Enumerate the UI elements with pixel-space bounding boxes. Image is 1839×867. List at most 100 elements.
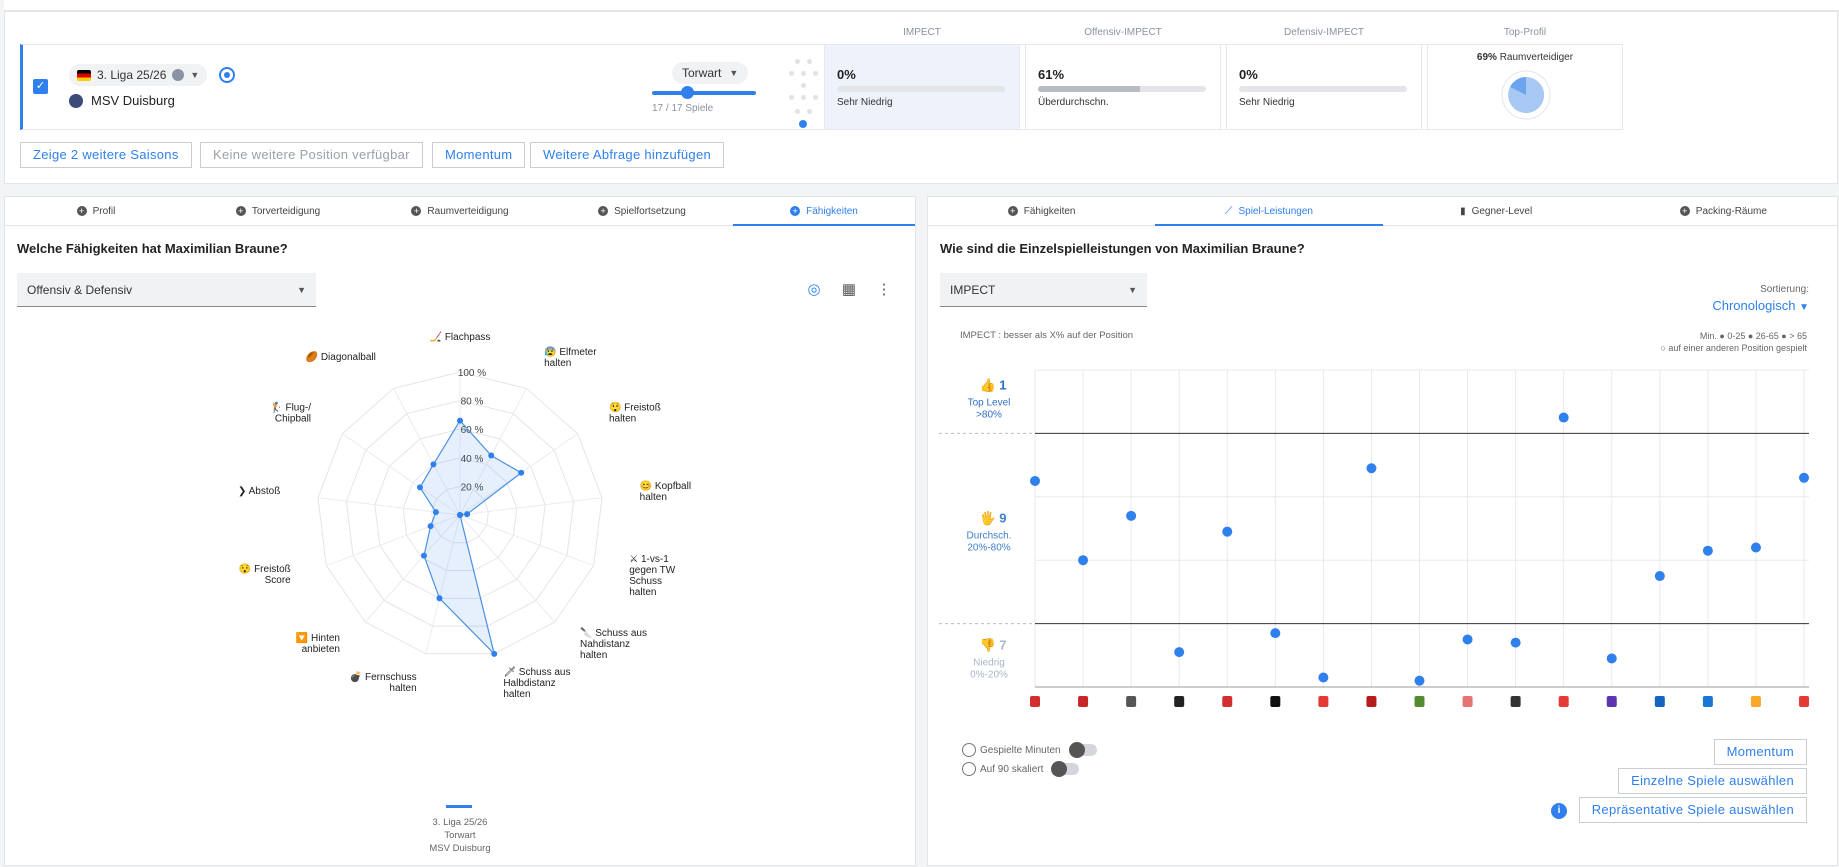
radar-axis-label: 😯 Freistoß Score (239, 563, 291, 586)
chevron-down-icon: ▼ (190, 70, 200, 80)
metric-card-defensive[interactable]: 0% Sehr Niedrig (1226, 44, 1422, 130)
chevron-down-icon: ▼ (1128, 285, 1137, 295)
sort-select[interactable]: Chronologisch ▼ (1712, 298, 1809, 313)
metric-select[interactable]: IMPECT ▼ (940, 273, 1147, 307)
select-value: Offensiv & Defensiv (27, 283, 133, 297)
game-point (1222, 526, 1233, 537)
tab-spielfortsetzung[interactable]: + Spielfortsetzung (551, 197, 733, 225)
position-dot (807, 109, 812, 114)
position-dot (799, 120, 807, 128)
info-icon[interactable]: i (1551, 803, 1567, 819)
radar-axis-label: 🏒 Flachpass (430, 331, 491, 343)
select-value: IMPECT (950, 283, 996, 297)
game-point (1654, 571, 1665, 582)
opponent-logo-icon (1510, 696, 1521, 707)
position-dot (807, 59, 812, 64)
tab-packing-raeume[interactable]: + Packing-Räume (1610, 197, 1837, 225)
momentum-button[interactable]: Momentum (1713, 739, 1807, 765)
minutes-toggle[interactable] (1068, 742, 1097, 758)
radar-spoke (459, 388, 527, 516)
zone-count: 👎 7 (979, 637, 1006, 652)
club-crest-icon (69, 93, 83, 108)
radar-spoke (425, 514, 461, 654)
radar-point (436, 595, 443, 602)
chevron-down-icon: ▼ (729, 68, 739, 78)
scaled-toggle[interactable] (1051, 761, 1080, 777)
radio-selected-icon[interactable] (219, 67, 235, 83)
skills-radar-chart: 20 % 40 % 60 % 80 % 100 % 🏒 Flachpass 😰 Elfmet… (238, 331, 691, 700)
radar-point (427, 523, 434, 530)
tab-faehigkeiten[interactable]: + Fähigkeiten (733, 197, 915, 226)
minutes-toggle-row[interactable]: Gespielte Minuten (962, 742, 1097, 758)
toggle-label: Gespielte Minuten (980, 744, 1061, 756)
metric-card-profile[interactable]: 69% Raumverteidiger (1427, 44, 1623, 130)
game-point (1750, 542, 1761, 553)
left-tabs: + Profil + Torverteidigung + Raumverteidigu… (5, 197, 915, 226)
radar-axis-label: 😰 Elfmeter halten (544, 346, 597, 369)
game-point (1318, 672, 1329, 683)
momentum-button[interactable]: Momentum (432, 142, 526, 168)
skill-category-select[interactable]: Offensiv & Defensiv ▼ (17, 273, 316, 307)
tab-spiel-leistungen[interactable]: ⟋ Spiel-Leistungen (1155, 197, 1383, 226)
games-slider-handle[interactable] (681, 86, 694, 99)
select-single-games-button[interactable]: Einzelne Spiele auswählen (1618, 768, 1807, 794)
add-query-button[interactable]: Weitere Abfrage hinzufügen (530, 142, 725, 168)
table-view-icon[interactable]: ▦ (841, 281, 857, 298)
minutes-legend: Min. ● 0-25 ● 26-65 ● > 65 ○ auf einer a… (1660, 331, 1807, 353)
metric-head-impect: IMPECT (903, 27, 941, 38)
opponent-logo-icon (1750, 696, 1761, 707)
metric-card-impect[interactable]: 0% Sehr Niedrig (824, 44, 1020, 130)
radar-point (464, 511, 471, 518)
opponent-logo-icon (1270, 696, 1281, 707)
metric-card-offensive[interactable]: 61% Überdurchschn. (1025, 44, 1221, 130)
radar-point (488, 452, 495, 459)
radar-axis-label: 🏉 Diagonalball (305, 350, 376, 363)
impect-note: IMPECT : besser als X% auf der Position (960, 330, 1134, 341)
opponent-logo-icon (1606, 696, 1617, 707)
bar-chart-icon: ▮ (1460, 205, 1466, 217)
metric-head-profile: Top-Profil (1503, 27, 1547, 38)
profile-radar-icon (1501, 70, 1551, 120)
radar-spoke (459, 497, 603, 516)
no-position-button: Keine weitere Position verfügbar (200, 142, 423, 168)
more-vert-icon[interactable]: ⋮ (876, 281, 892, 298)
metric-level: Überdurchschn. (1038, 97, 1109, 108)
radar-series-area (419, 419, 523, 656)
radar-spoke (342, 433, 461, 516)
scaled-toggle-row[interactable]: Auf 90 skaliert (962, 761, 1080, 777)
tab-raumverteidigung[interactable]: + Raumverteidigung (369, 197, 551, 225)
query-checkbox[interactable]: ✓ (33, 79, 48, 94)
games-slider-track[interactable] (652, 91, 756, 95)
tab-profil[interactable]: + Profil (5, 197, 187, 225)
sort-label: Sortierung: (1760, 284, 1809, 295)
tab-torverteidigung[interactable]: + Torverteidigung (187, 197, 369, 225)
position-label: Torwart (682, 66, 722, 80)
top-strip (4, 0, 1839, 11)
stopwatch-icon (962, 743, 976, 757)
select-representative-games-button[interactable]: Repräsentative Spiele auswählen (1578, 797, 1807, 823)
radar-view-icon[interactable]: ◎ (807, 281, 821, 298)
game-point (1799, 472, 1809, 483)
league-select[interactable]: 3. Liga 25/26 ▼ (69, 64, 208, 86)
radar-tick-label: 20 % (461, 482, 484, 493)
opponent-logo-icon (1799, 696, 1809, 707)
metric-level: Sehr Niedrig (1239, 97, 1295, 108)
radar-axis-label: 🔪 Schuss aus Nahdistanz halten (580, 626, 647, 661)
opponent-logo-icon (1318, 696, 1329, 707)
legend-text: 3. Liga 25/26 Torwart MSV Duisburg (429, 817, 491, 854)
radar-axis-label: 😲 Freistoß halten (609, 402, 661, 425)
zone-label: Niedrig 0%-20% (970, 657, 1008, 680)
game-point (1366, 463, 1377, 474)
radar-spoke (459, 514, 594, 567)
position-dot (789, 95, 794, 100)
opponent-logo-icon (1414, 696, 1425, 707)
tab-gegner-level[interactable]: ▮ Gegner-Level (1460, 205, 1533, 217)
tab-faehigkeiten[interactable]: + Fähigkeiten (928, 197, 1155, 225)
club-name: MSV Duisburg (69, 93, 175, 108)
show-more-seasons-button[interactable]: Zeige 2 weitere Saisons (20, 142, 192, 168)
league-logo-icon (172, 69, 185, 81)
position-select[interactable]: Torwart ▼ (672, 62, 749, 84)
opponent-logo-icon (1654, 696, 1665, 707)
radar-ring (402, 457, 518, 571)
radar-spoke (364, 514, 461, 623)
